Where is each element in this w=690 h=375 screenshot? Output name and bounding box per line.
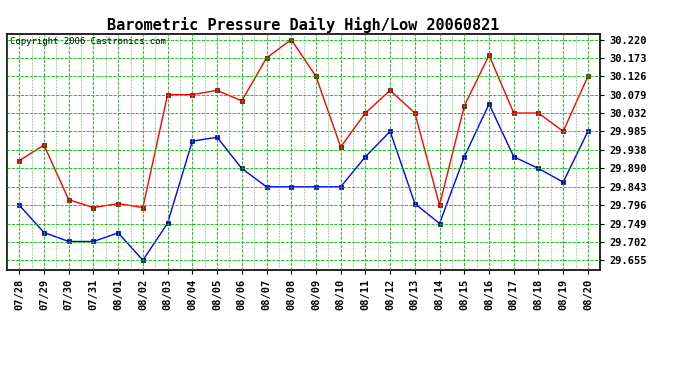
- Title: Barometric Pressure Daily High/Low 20060821: Barometric Pressure Daily High/Low 20060…: [108, 16, 500, 33]
- Text: Copyright 2006 Castronics.com: Copyright 2006 Castronics.com: [10, 37, 166, 46]
